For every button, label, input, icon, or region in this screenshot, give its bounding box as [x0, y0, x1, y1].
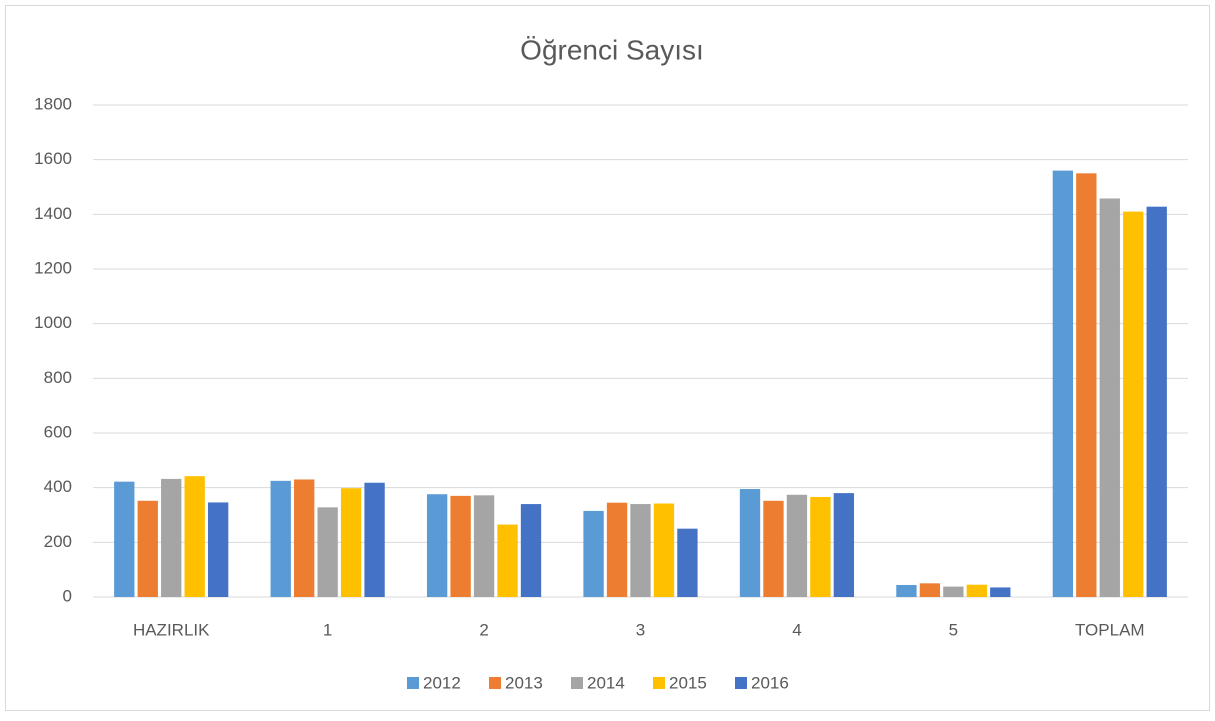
chart-title: Öğrenci Sayısı — [520, 34, 704, 65]
y-tick-label: 200 — [44, 532, 72, 551]
bar — [184, 476, 205, 597]
x-tick-label: 3 — [636, 620, 645, 639]
bar — [450, 495, 471, 597]
bar — [340, 488, 362, 597]
bar — [896, 584, 917, 597]
bar — [630, 504, 651, 597]
x-tick-label: 1 — [323, 620, 332, 639]
y-tick-label: 1600 — [34, 149, 72, 168]
bar — [810, 496, 831, 597]
bar — [739, 489, 761, 597]
bar — [270, 480, 291, 597]
bar — [294, 479, 315, 597]
y-tick-label: 400 — [44, 477, 72, 496]
bar — [943, 586, 964, 597]
legend-label: 2014 — [587, 673, 625, 692]
bar — [1076, 173, 1097, 598]
bar — [317, 507, 338, 597]
legend-label: 2015 — [669, 673, 707, 692]
bar — [677, 528, 698, 597]
bar — [990, 587, 1011, 597]
bar — [763, 500, 784, 597]
y-tick-label: 800 — [44, 368, 72, 387]
y-tick-label: 1000 — [34, 313, 72, 332]
bar — [426, 494, 448, 597]
bar — [497, 524, 518, 597]
bar — [1052, 170, 1074, 597]
x-tick-label: 5 — [949, 620, 958, 639]
bar — [966, 584, 987, 597]
bar — [919, 583, 941, 597]
x-tick-label: 4 — [792, 620, 801, 639]
legend-swatch — [735, 677, 747, 689]
x-tick-label: TOPLAM — [1075, 620, 1145, 639]
y-tick-label: 1800 — [34, 94, 72, 113]
x-tick-label: HAZIRLIK — [133, 620, 210, 639]
bar — [653, 503, 675, 597]
y-tick-label: 1400 — [34, 204, 72, 223]
bar — [473, 495, 495, 597]
bar — [520, 504, 542, 597]
bar — [583, 510, 604, 597]
bar — [606, 502, 628, 597]
legend-swatch — [489, 677, 501, 689]
bar — [161, 478, 182, 597]
legend-swatch — [571, 677, 583, 689]
y-tick-label: 600 — [44, 422, 72, 441]
bar — [833, 493, 855, 597]
bar — [207, 502, 229, 597]
legend-swatch — [653, 677, 665, 689]
bar — [114, 481, 135, 597]
bar — [137, 500, 158, 597]
bar — [1123, 211, 1144, 597]
bar — [364, 482, 385, 597]
chart-frame — [5, 5, 1210, 711]
legend-label: 2016 — [751, 673, 789, 692]
bar — [786, 494, 808, 597]
legend-swatch — [407, 677, 419, 689]
bar — [1099, 198, 1120, 598]
x-tick-label: 2 — [479, 620, 488, 639]
y-tick-label: 1200 — [34, 258, 72, 277]
legend-label: 2012 — [423, 673, 461, 692]
y-tick-label: 0 — [63, 586, 72, 605]
bar — [1146, 206, 1167, 597]
legend-label: 2013 — [505, 673, 543, 692]
